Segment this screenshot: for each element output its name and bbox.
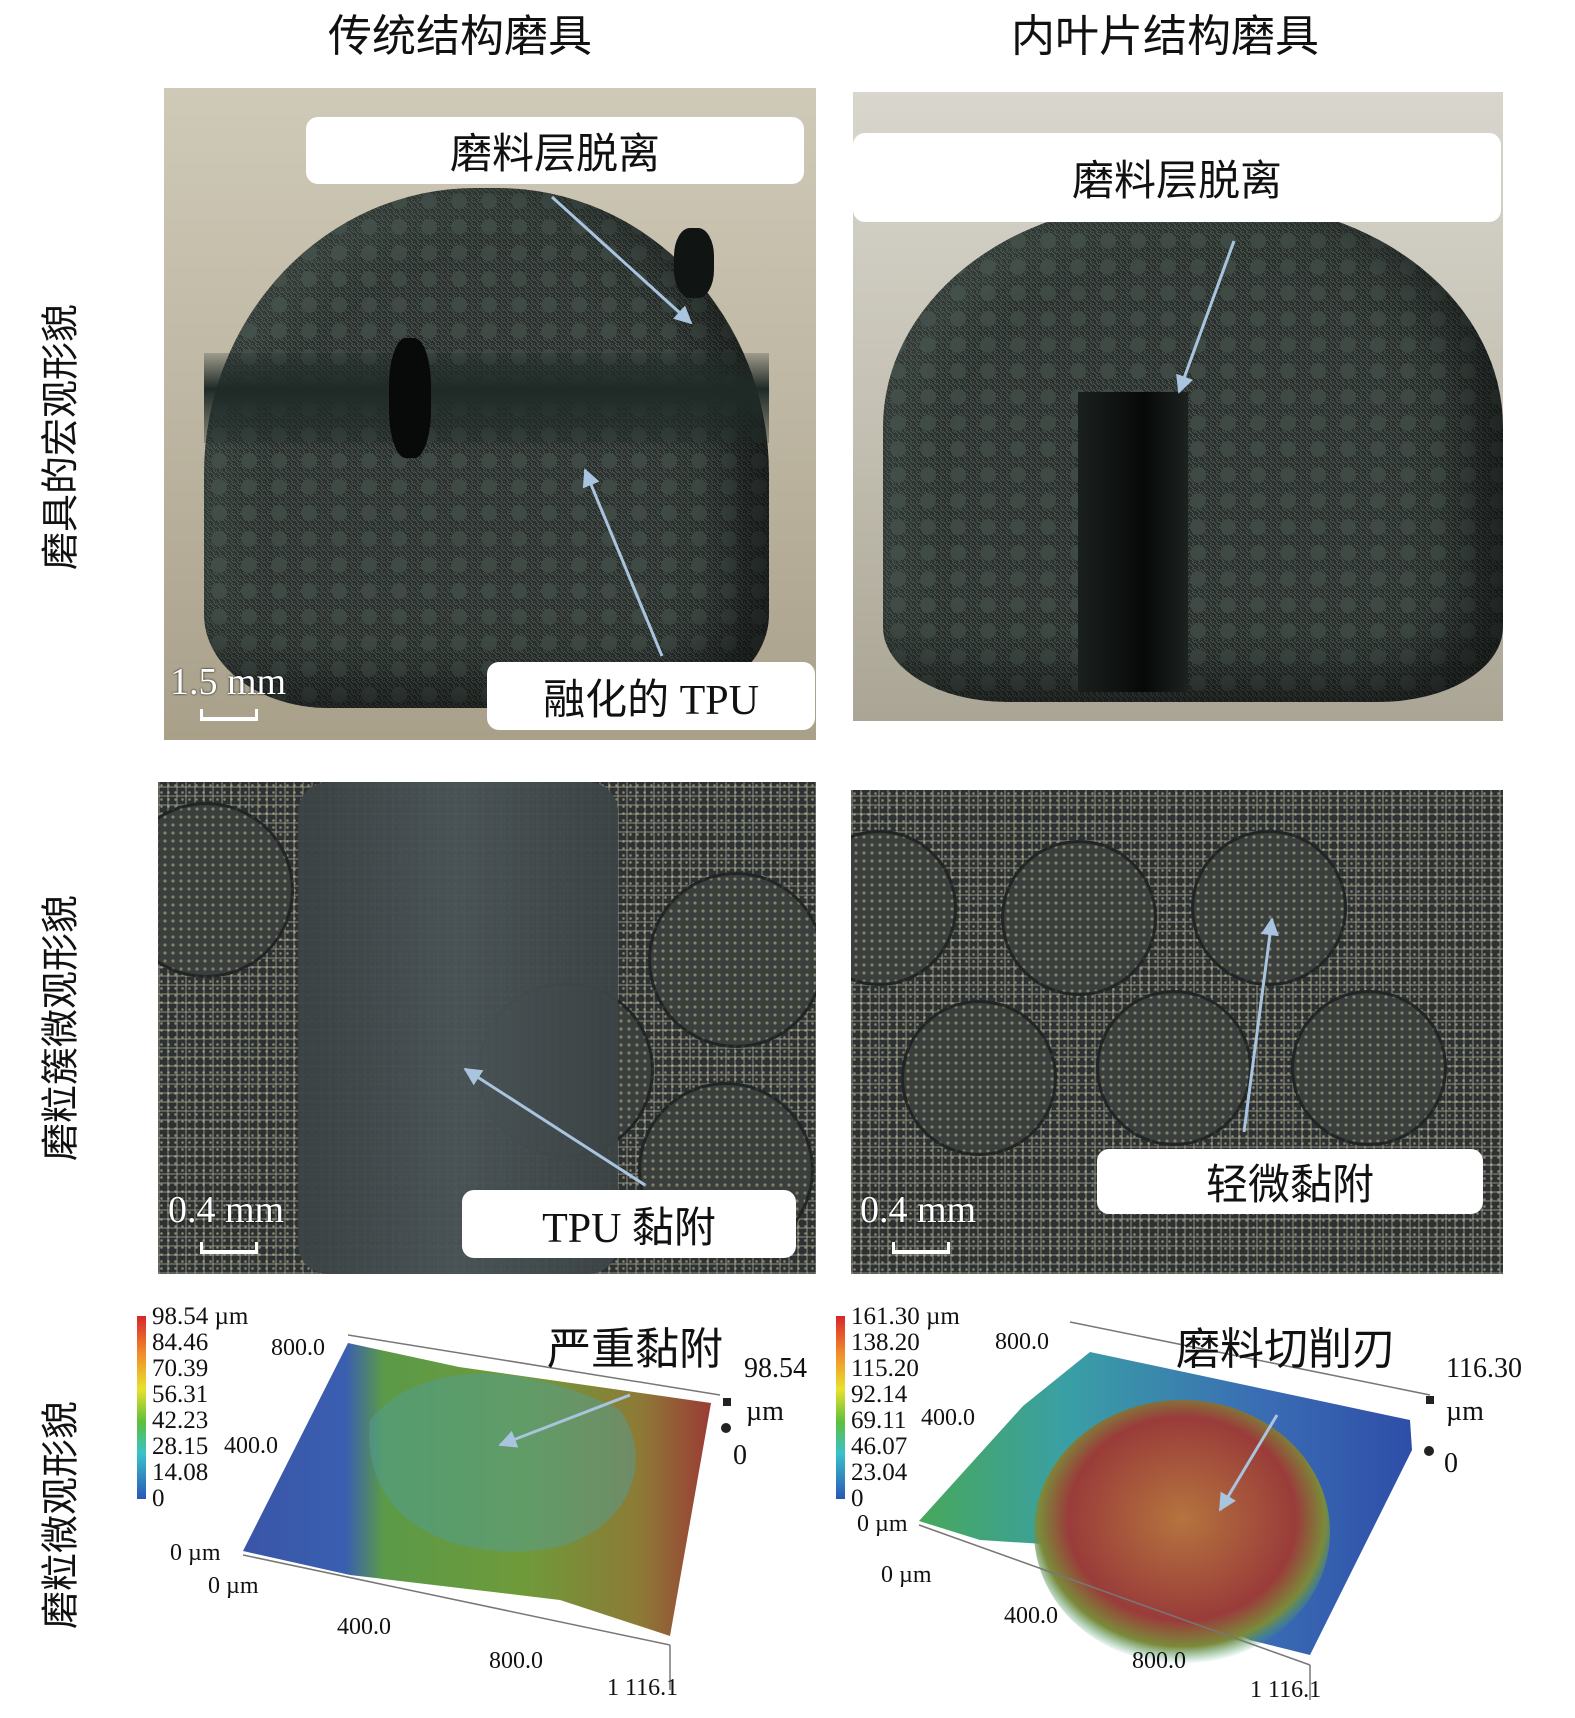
arrow: [550, 195, 693, 325]
y-axis-tick: 0 µm: [857, 1511, 908, 1537]
abrasive-dot: [648, 872, 816, 1048]
colorbar-tick: 138.20: [851, 1329, 920, 1356]
abrasive-cutting-edge-dome: [1034, 1400, 1330, 1664]
blade-slot: [1078, 392, 1188, 692]
colorbar-tick: 161.30 µm: [851, 1303, 960, 1330]
colorbar-tick: 56.31: [152, 1381, 209, 1408]
abrasive-dot: [158, 802, 294, 978]
colorbar-tick: 115.20: [851, 1355, 919, 1382]
photo-traditional-macro: [164, 88, 816, 740]
melted-tpu-band: [204, 353, 769, 443]
arrow: [1242, 917, 1279, 1133]
arrow: [1176, 240, 1236, 394]
z-min-marker: [721, 1423, 731, 1433]
z-max-marker: [1426, 1396, 1434, 1404]
colorbar-tick: 46.07: [851, 1433, 908, 1460]
scale-label: 0.4 mm: [168, 1189, 285, 1231]
scale-label: 1.5 mm: [170, 661, 287, 703]
colorbar-left: [137, 1316, 146, 1499]
z-unit-label: µm: [746, 1396, 784, 1427]
z-min-label: 0: [1444, 1448, 1458, 1479]
scale-label: 0.4 mm: [860, 1189, 977, 1231]
column-title-traditional: 传统结构磨具: [328, 12, 592, 61]
y-axis-tick: 400.0: [921, 1405, 975, 1431]
colorbar-tick: 70.39: [152, 1355, 209, 1382]
colorbar-tick: 0: [152, 1485, 165, 1512]
callout-slight-adhesion: 轻微黏附: [1097, 1149, 1483, 1214]
abrasive-dot: [1191, 830, 1347, 986]
colorbar-tick: 69.11: [851, 1407, 907, 1434]
annotation-abrasive-cutting-edge: 磨料切削刃: [1176, 1325, 1396, 1374]
abrasive-dot: [1001, 840, 1157, 996]
x-axis-tick: 1 116.1: [607, 1675, 679, 1701]
x-axis-tick: 800.0: [489, 1648, 543, 1674]
z-max-label: 98.54: [744, 1353, 807, 1384]
x-axis-tick: 400.0: [1004, 1603, 1058, 1629]
crack: [389, 338, 431, 458]
x-axis-tick: 400.0: [337, 1614, 391, 1640]
annotation-severe-adhesion: 严重黏附: [547, 1325, 723, 1374]
colorbar-tick: 0: [851, 1485, 864, 1512]
colorbar-tick: 92.14: [851, 1381, 908, 1408]
x-axis-tick: 0 µm: [208, 1573, 259, 1599]
colorbar-tick: 23.04: [851, 1459, 908, 1486]
colorbar-right: [836, 1316, 845, 1499]
tool-dome: [883, 202, 1503, 702]
x-axis-tick: 800.0: [1132, 1648, 1186, 1674]
callout-tpu-adhesion: TPU 黏附: [462, 1190, 796, 1258]
callout-melted-tpu: 融化的 TPU: [487, 662, 815, 730]
callout-abrasive-layer-detached: 磨料层脱离: [306, 117, 804, 184]
y-axis-tick: 800.0: [995, 1329, 1049, 1355]
colorbar-tick: 14.08: [152, 1459, 209, 1486]
callout-abrasive-layer-detached: 磨料层脱离: [853, 133, 1501, 222]
z-min-label: 0: [733, 1440, 747, 1471]
scale-bar: [200, 709, 258, 721]
colorbar-tick: 42.23: [152, 1407, 209, 1434]
arrow: [463, 1067, 646, 1187]
abrasive-dot: [1291, 990, 1447, 1146]
surface-left: [243, 1343, 711, 1636]
abrasive-dot: [901, 1000, 1057, 1156]
scale-bar: [892, 1242, 950, 1254]
z-min-marker: [1424, 1446, 1434, 1456]
y-axis-tick: 400.0: [224, 1433, 278, 1459]
arrow: [582, 468, 664, 657]
arrow: [498, 1393, 631, 1448]
y-axis-tick: 0 µm: [170, 1540, 221, 1566]
colorbar-tick: 28.15: [152, 1433, 209, 1460]
x-axis-tick: 0 µm: [881, 1562, 932, 1588]
x-axis-tick: 1 116.1: [1250, 1677, 1322, 1703]
arrow: [1218, 1414, 1279, 1512]
z-unit-label: µm: [1446, 1396, 1484, 1427]
column-title-inner-blade: 内叶片结构磨具: [1011, 12, 1319, 61]
z-max-marker: [723, 1398, 731, 1406]
y-axis-tick: 800.0: [271, 1335, 325, 1361]
colorbar-tick: 98.54 µm: [152, 1303, 249, 1330]
crack: [674, 228, 714, 298]
z-max-label: 116.30: [1446, 1353, 1522, 1384]
scale-bar: [200, 1242, 258, 1254]
colorbar-tick: 84.46: [152, 1329, 209, 1356]
abrasive-dot: [1096, 990, 1252, 1146]
